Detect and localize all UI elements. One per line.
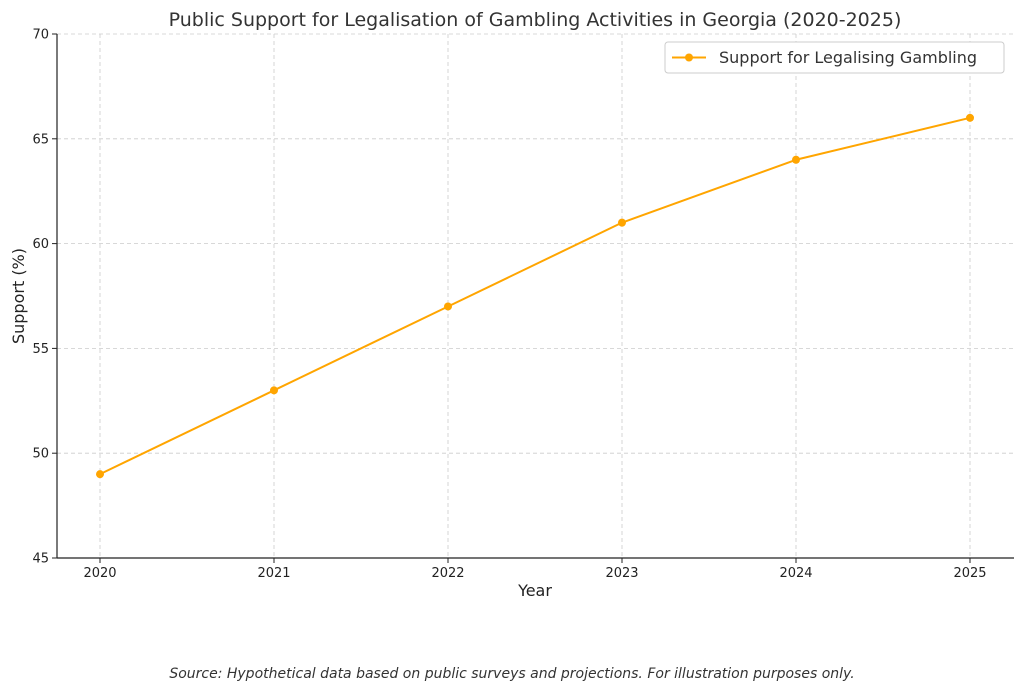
x-axis-label: Year [517, 581, 552, 600]
data-point [270, 386, 278, 395]
x-tick-label: 2021 [257, 566, 290, 581]
series-line [99, 116, 971, 476]
data-point [966, 113, 974, 122]
x-tick-label: 2024 [779, 566, 812, 581]
data-point [444, 302, 452, 311]
data-point [618, 218, 626, 227]
y-tick-label: 65 [32, 132, 49, 147]
x-axis-ticks: 2020 2021 2022 2023 2024 2025 [83, 558, 987, 581]
x-tick-label: 2022 [431, 566, 464, 581]
y-axis-label: Support (%) [9, 248, 28, 344]
x-tick-label: 2020 [83, 566, 116, 581]
y-tick-label: 70 [32, 28, 49, 43]
y-axis-ticks: 45 50 55 60 65 70 [32, 28, 57, 567]
axes [56, 34, 1014, 559]
data-point [792, 155, 800, 164]
chart-title: Public Support for Legalisation of Gambl… [169, 9, 902, 31]
y-tick-label: 50 [32, 447, 49, 462]
legend-marker-swatch [685, 53, 693, 62]
series [96, 113, 974, 479]
x-tick-label: 2023 [605, 566, 638, 581]
data-point [96, 470, 104, 479]
y-tick-label: 55 [32, 342, 49, 357]
legend: Support for Legalising Gambling [664, 41, 1005, 74]
legend-box [664, 41, 1005, 74]
x-tick-label: 2025 [953, 566, 986, 581]
grid [57, 33, 1014, 559]
legend-label: Support for Legalising Gambling [719, 48, 977, 67]
y-tick-label: 45 [32, 552, 49, 567]
source-note: Source: Hypothetical data based on publi… [169, 666, 854, 682]
y-tick-label: 60 [32, 237, 49, 252]
